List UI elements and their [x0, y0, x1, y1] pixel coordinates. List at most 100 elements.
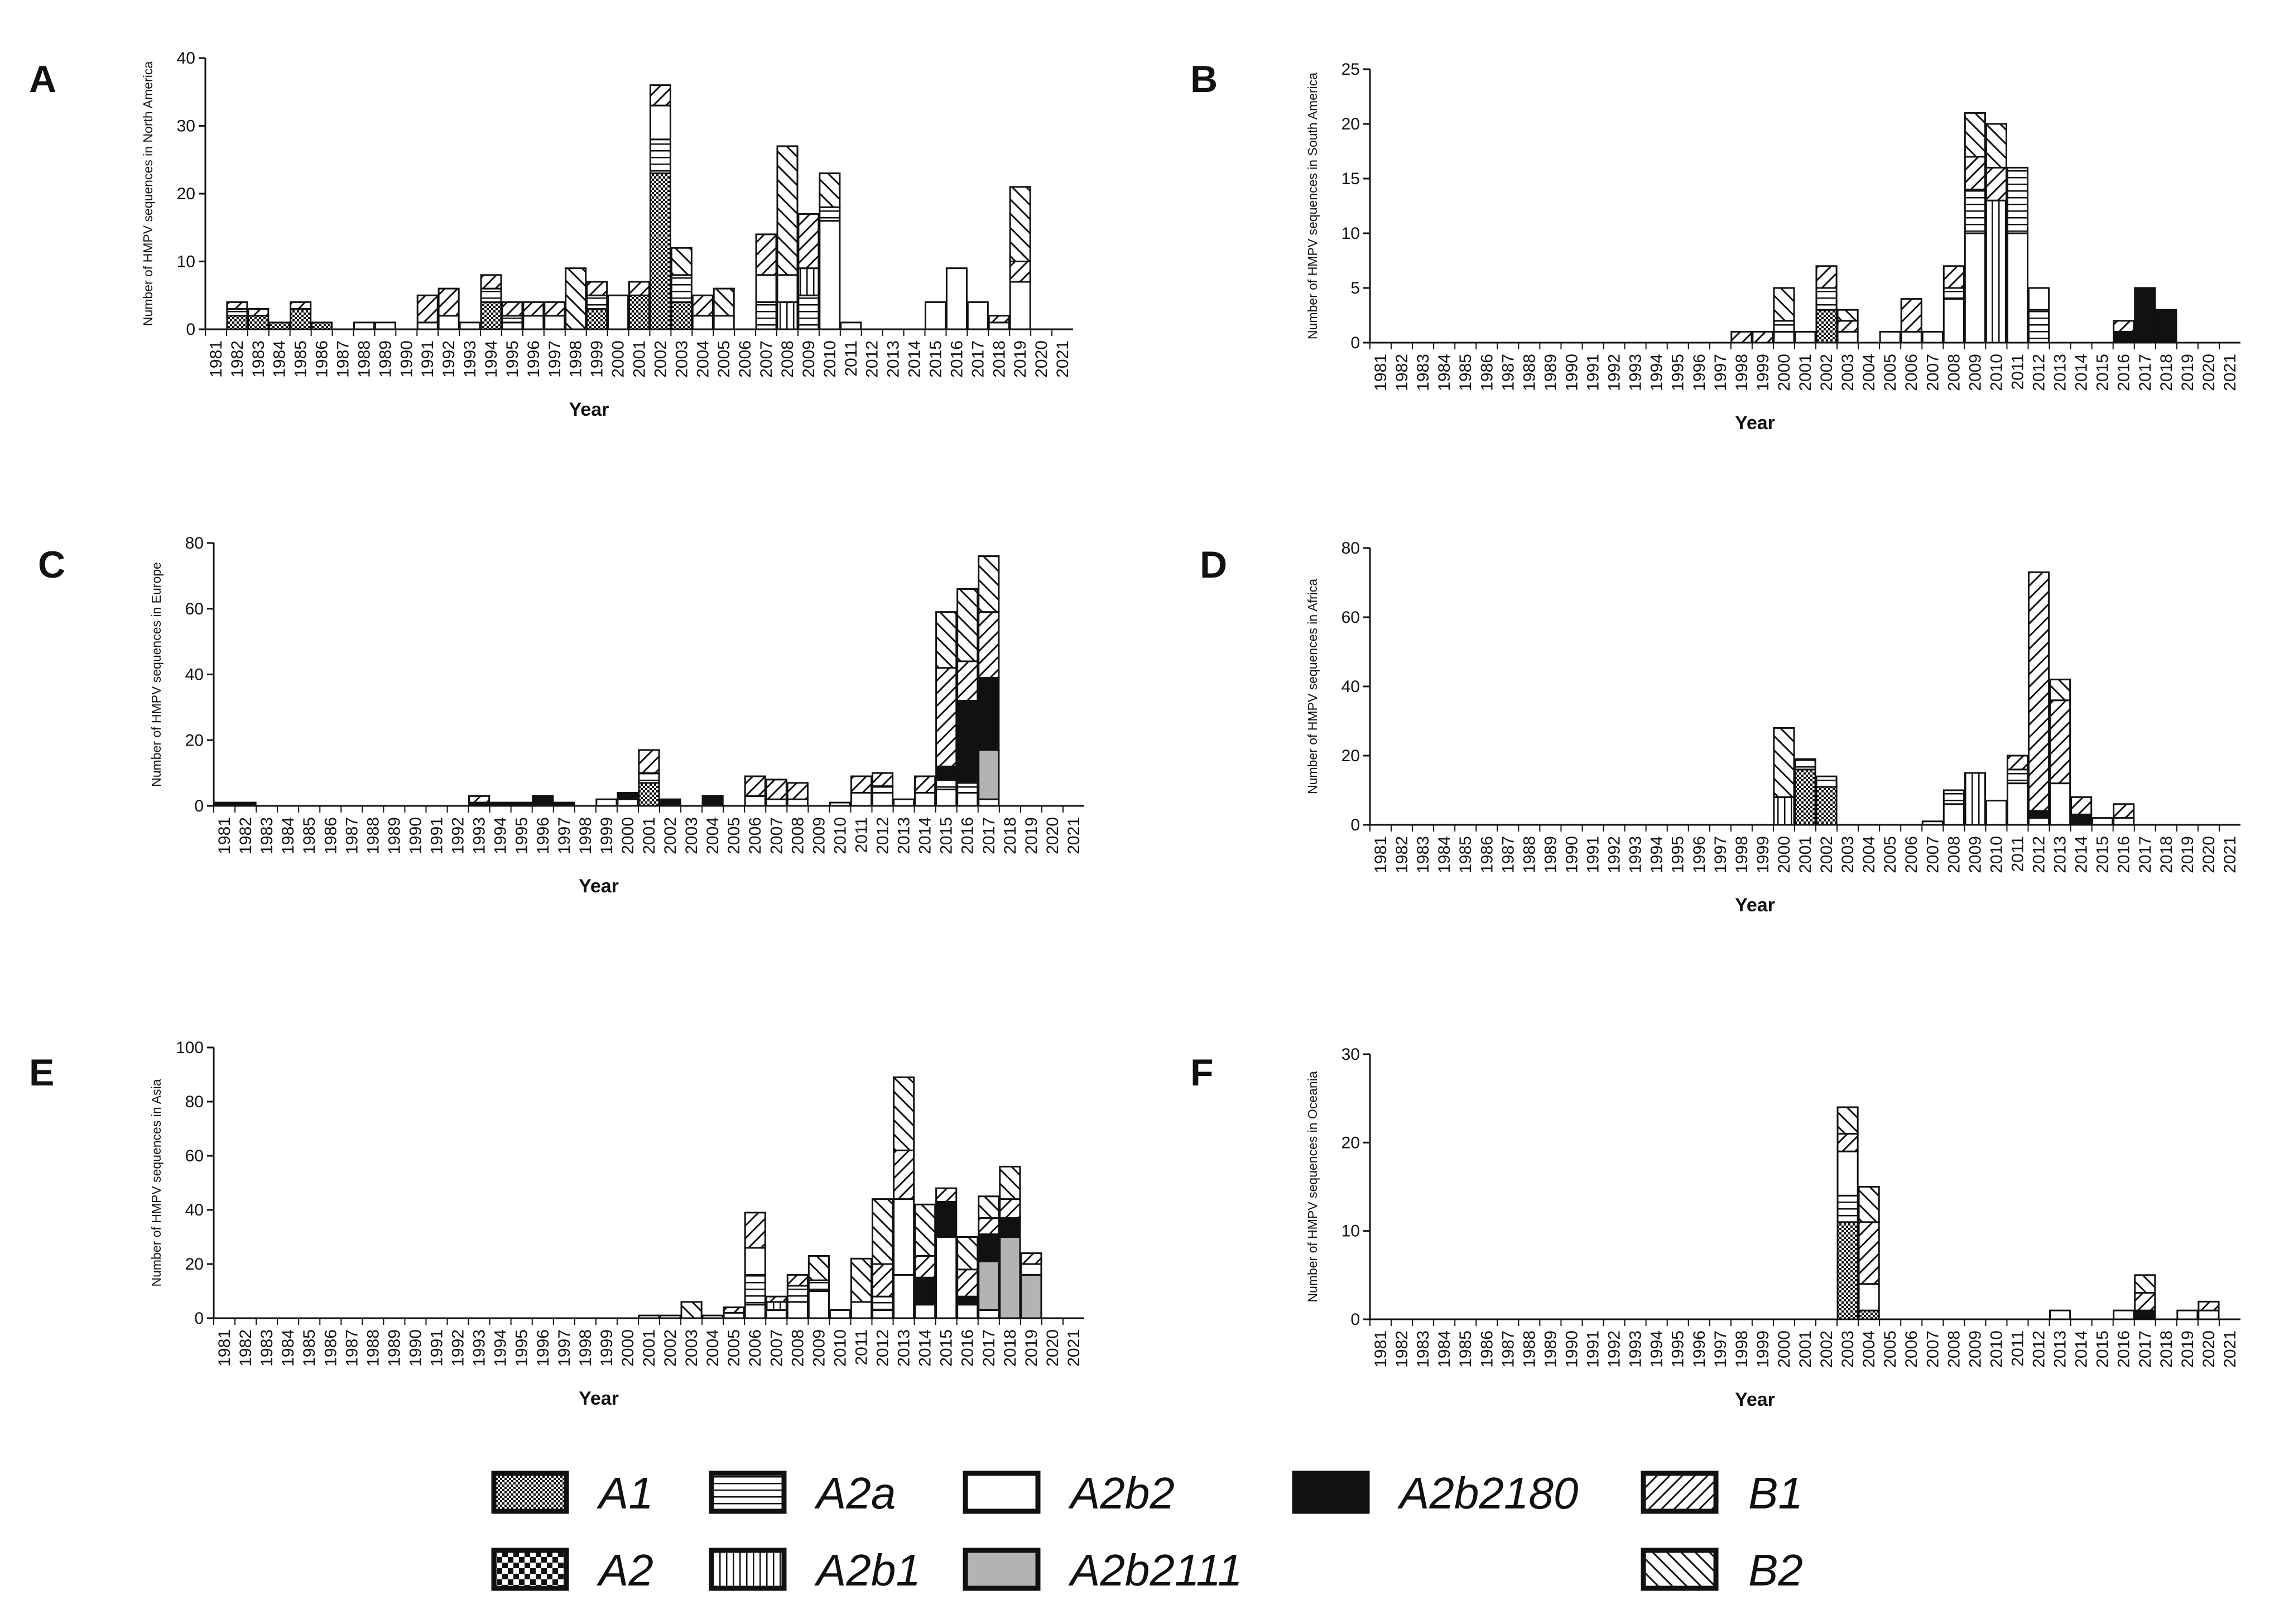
legend-swatch	[1641, 1548, 1719, 1591]
bar-segment	[2155, 309, 2177, 344]
x-tick-label: 2019	[1022, 1329, 1041, 1367]
x-tick-label: 1982	[1393, 354, 1411, 391]
x-tick-label: 2001	[1796, 1330, 1815, 1368]
y-axis-title: Number of HMPV sequences in Africa	[1305, 579, 1320, 794]
y-tick-label: 0	[1350, 816, 1360, 834]
bar-segment	[765, 798, 787, 807]
legend-label: A2	[597, 1545, 653, 1595]
x-tick-label: 2009	[1966, 836, 1984, 873]
x-tick-label: 2010	[831, 817, 849, 854]
bar-segment	[1773, 330, 1795, 344]
bar-segment	[1815, 287, 1838, 311]
legend-swatch	[491, 1471, 569, 1514]
bar-segment	[691, 294, 714, 317]
x-tick-label: 1995	[513, 817, 531, 854]
x-axis-title: Year	[579, 876, 619, 897]
x-tick-label: 2002	[1817, 836, 1836, 873]
x-tick-label: 1998	[567, 340, 585, 378]
bar-segment	[586, 294, 608, 310]
legend-label: A2b2	[1068, 1468, 1175, 1518]
bar-segment	[978, 1309, 1000, 1319]
x-tick-label: 2018	[1001, 817, 1020, 854]
bar-segment	[1794, 768, 1816, 826]
x-tick-label: 1996	[525, 340, 543, 378]
bar-segment	[893, 1198, 915, 1276]
x-tick-label: 2021	[1054, 340, 1072, 378]
bar-segment	[1985, 800, 2008, 826]
bar-segment	[1858, 1186, 1880, 1223]
x-tick-label: 2008	[778, 340, 797, 378]
x-tick-label: 2013	[2051, 836, 2070, 873]
bar-segment	[565, 267, 587, 330]
x-tick-label: 2020	[2200, 1330, 2218, 1368]
x-tick-label: 2017	[980, 1329, 998, 1367]
x-tick-label: 2006	[1902, 1330, 1921, 1368]
bar-segment	[807, 1279, 830, 1293]
bar-segment	[776, 274, 799, 303]
legend-label: A1	[597, 1468, 653, 1518]
x-tick-label: 1983	[258, 817, 276, 854]
x-tick-label: 2013	[2051, 354, 2070, 391]
x-tick-label: 2006	[1902, 836, 1921, 873]
bar-segment	[544, 315, 566, 330]
x-tick-label: 2009	[1966, 354, 1984, 391]
x-tick-label: 1997	[1711, 836, 1730, 873]
x-tick-label: 2001	[631, 340, 649, 378]
x-tick-label: 2009	[810, 1329, 828, 1367]
x-tick-label: 2011	[2008, 836, 2027, 872]
x-tick-label: 1985	[1456, 354, 1475, 391]
x-tick-label: 1985	[300, 1329, 319, 1367]
bar-segment	[1009, 186, 1031, 262]
legend-label: A2b2180	[1397, 1468, 1578, 1518]
bar-segment	[1773, 796, 1795, 826]
bar-segment	[819, 172, 841, 208]
bar-segment	[978, 1195, 1000, 1219]
x-tick-label: 2002	[661, 1329, 680, 1367]
bar-segment	[723, 1306, 745, 1314]
bar-segment	[638, 1314, 660, 1319]
x-tick-label: 1995	[1669, 836, 1687, 873]
bar-segment	[978, 749, 1000, 800]
bar-segment	[1815, 309, 1838, 344]
bar-segment	[617, 791, 639, 800]
x-tick-label: 2003	[682, 817, 701, 854]
bar-segment	[680, 1301, 703, 1319]
x-tick-label: 1986	[321, 1329, 340, 1367]
bar-segment	[2134, 1292, 2156, 1311]
bar-segment	[914, 791, 936, 807]
x-tick-label: 2015	[2094, 1330, 2112, 1368]
y-tick-label: 40	[177, 49, 195, 68]
x-tick-label: 1981	[207, 340, 225, 378]
y-tick-label: 40	[185, 1201, 204, 1219]
x-tick-label: 2001	[640, 817, 658, 854]
x-tick-label: 1993	[470, 1329, 489, 1367]
bar-segment	[416, 321, 439, 330]
x-tick-label: 1993	[1627, 836, 1645, 873]
x-tick-label: 1997	[1711, 354, 1730, 391]
chart-panel-f: F 0 10 20 30 1981 1982 1983 1984 1985 1986 1987 1988…	[1190, 1045, 2240, 1410]
x-tick-label: 1992	[1605, 1330, 1624, 1368]
x-tick-label: 1989	[385, 817, 403, 854]
x-tick-label: 1986	[1478, 1330, 1496, 1368]
x-tick-label: 2014	[916, 817, 935, 854]
bar-segment	[268, 321, 291, 330]
x-tick-label: 2021	[2221, 836, 2239, 873]
bar-segment	[797, 267, 820, 296]
x-tick-label: 2015	[2094, 354, 2112, 391]
legend-swatch	[1292, 1471, 1370, 1514]
x-tick-label: 1995	[1669, 354, 1687, 391]
bar-segment	[2027, 571, 2050, 812]
y-axis-title: Number of HMPV sequences in South Americ…	[1305, 73, 1320, 339]
bar-segment	[967, 301, 989, 330]
x-tick-label: 1982	[237, 817, 255, 854]
x-tick-label: 2006	[746, 1329, 764, 1367]
bar-segment	[353, 321, 375, 330]
x-tick-label: 2005	[725, 817, 743, 854]
bar-segment	[2198, 1300, 2220, 1311]
bar-segment	[1020, 1263, 1042, 1276]
x-tick-label: 1999	[598, 817, 616, 854]
x-tick-label: 2015	[937, 1329, 956, 1367]
bar-segment	[956, 660, 979, 702]
bar-segment	[2113, 1309, 2135, 1320]
x-tick-label: 2018	[990, 340, 1008, 378]
